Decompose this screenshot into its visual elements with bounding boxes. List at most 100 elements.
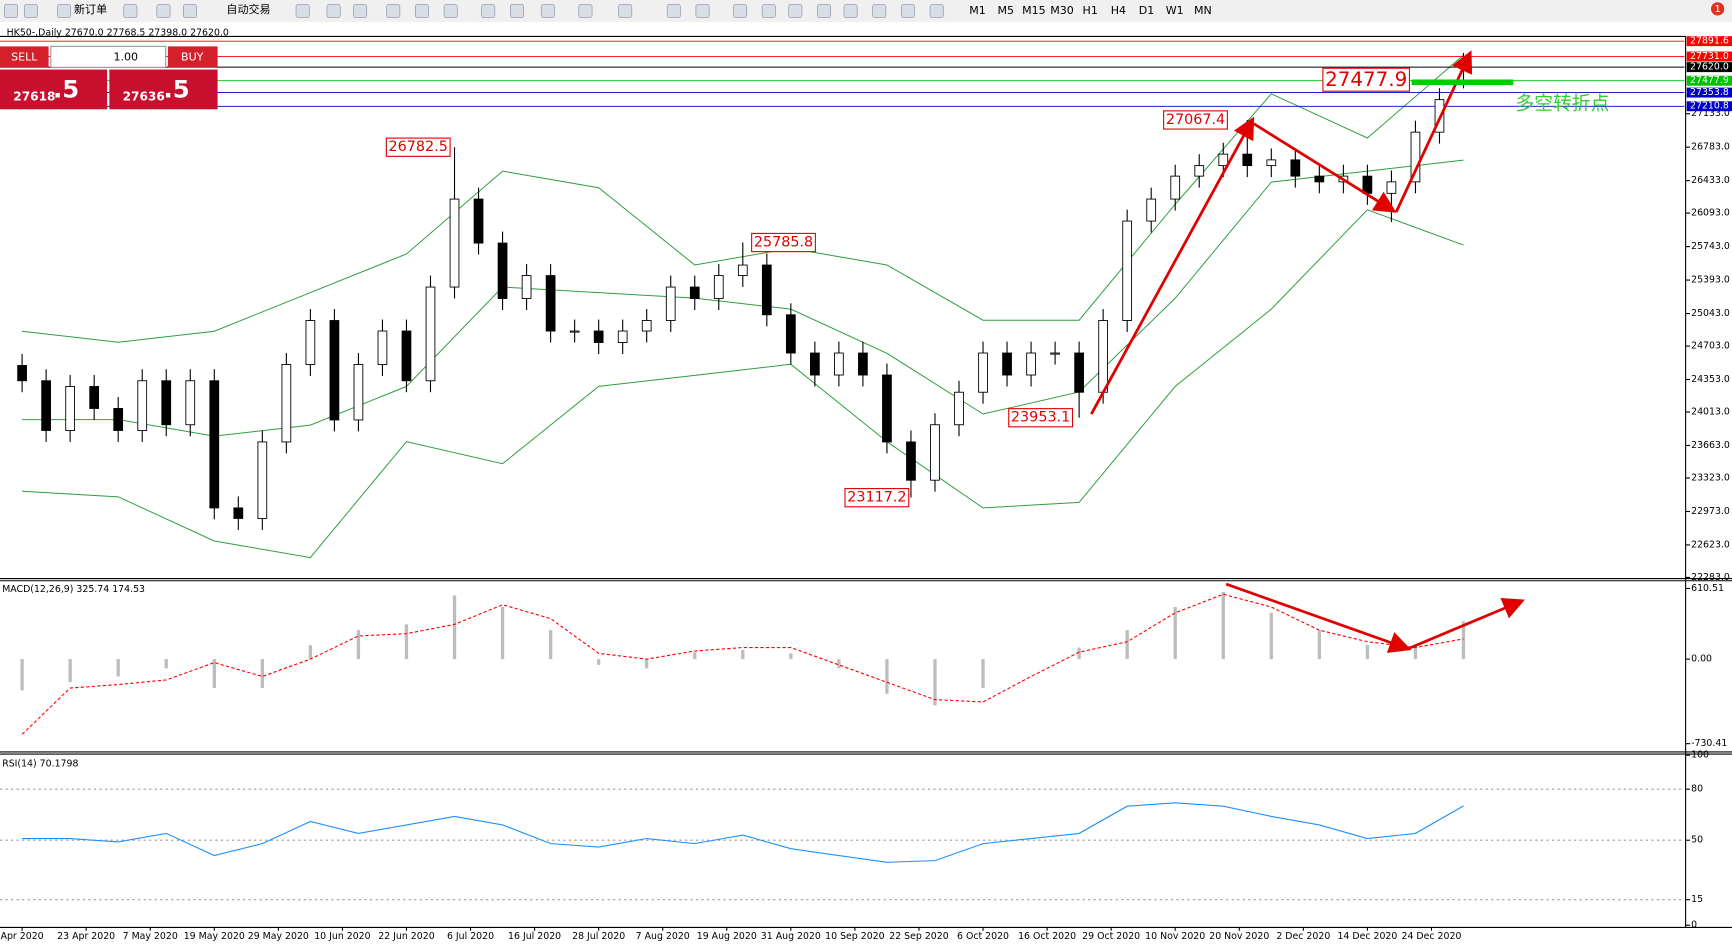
candle-body [713,275,724,299]
y-tick-label: 23663.0 [1691,440,1730,451]
candle-body [834,352,844,376]
candle-body [89,386,100,409]
y-tick-label: 0 [1691,920,1697,931]
panel-title: MACD(12,26,9) 325.74 174.53 [2,584,145,595]
candle-body [1122,220,1133,321]
timeframe-button[interactable]: W1 [1166,4,1184,17]
candle-body [569,330,580,333]
candle-body [882,374,892,443]
timeframe-button[interactable]: H1 [1083,4,1098,17]
price-line-tag [1686,75,1732,86]
candle-body [161,380,172,426]
x-tick-label: 10 Jun 2020 [314,931,370,942]
candle-body [233,507,244,519]
y-tick-label: 610.51 [1691,583,1724,594]
toolbar-icon [843,4,858,18]
x-tick-label: 16 Jul 2020 [508,931,561,942]
toolbar-icon [4,4,19,18]
timeframe-button[interactable]: MN [1194,4,1212,17]
buy-button[interactable] [167,46,218,68]
toolbar-icon [353,4,368,18]
auto-trading-button[interactable]: 自动交易 [226,2,270,16]
candle-body [425,286,436,382]
candle-body [617,330,628,343]
price-line-label: 27731.0 [1690,51,1729,62]
y-tick-label: 80 [1691,784,1703,795]
macd-bar [1413,647,1418,660]
timeframe-button[interactable]: M1 [969,4,986,17]
timeframe-button[interactable]: M5 [997,4,1014,17]
sell-label[interactable]: SELL [11,50,38,63]
candle-body [113,408,124,431]
volume-box[interactable] [50,45,167,68]
candle-body [1218,153,1229,167]
toolbar-icon [618,4,633,18]
macd-bar [1125,630,1129,660]
candle-body [353,364,364,421]
macd-bar [837,659,841,669]
macd-bar [164,659,168,669]
candle-body [137,380,148,431]
x-tick-label: 10 Nov 2020 [1145,931,1205,942]
candle-body [1290,159,1301,177]
x-tick-label: 29 May 2020 [248,931,309,942]
sell-price-box[interactable] [0,69,108,110]
candle-body [1242,153,1253,167]
sell-button[interactable] [0,46,49,68]
macd-bar [260,659,264,689]
y-tick-label: 25743.0 [1691,241,1730,252]
y-tick-label: 24353.0 [1691,374,1730,385]
macd-bar [1365,645,1370,660]
candle-body [689,286,700,299]
new-order-button[interactable]: 新订单 [74,2,107,16]
volume[interactable]: 1.00 [114,50,139,63]
annotation-box [1008,408,1074,428]
timeframe-button[interactable]: M30 [1050,4,1074,17]
timeframe-button[interactable]: H4 [1111,4,1126,17]
x-tick-label: 20 Nov 2020 [1209,931,1269,942]
price-annotation: 26782.5 [389,139,448,155]
candle-body [305,320,316,365]
notification-count: 1 [1714,4,1720,15]
panel-frames [0,35,1732,928]
buy-label[interactable]: BUY [181,50,204,63]
toolbar [0,0,1732,23]
x-tick-label: 7 Aug 2020 [636,931,690,942]
candle-body [1026,352,1036,376]
macd-bar [981,659,985,689]
buy-price-box[interactable] [109,69,218,110]
y-tick-label: 24703.0 [1691,341,1730,352]
notification-badge[interactable] [1711,2,1725,16]
macd-bar [356,630,361,660]
candle-body [906,441,916,481]
x-tick-label: 10 Sep 2020 [825,931,884,942]
macd-bar [500,607,505,660]
macd-bar [1317,630,1322,660]
x-tick-label: 19 Aug 2020 [697,931,757,942]
candle-body [1002,352,1012,376]
timeframe-button[interactable]: M15 [1022,4,1046,17]
y-tick-label: 22623.0 [1691,539,1730,550]
rsi-line [22,802,1464,863]
candle-body [521,275,532,299]
candle-body [281,364,292,443]
toolbar-icons: M1 M5 M15 M30 H1 H4 D1 W1 MN [4,4,1212,18]
candle-body [737,264,748,277]
price-line-tag [1686,87,1732,98]
x-tick-label: 14 Dec 2020 [1337,931,1397,942]
y-tick-label: 0.00 [1691,654,1712,665]
toolbar-icon [481,4,496,18]
timeframe-button[interactable]: D1 [1139,4,1155,17]
toolbar-icon [540,4,555,18]
y-tick-label: 22973.0 [1691,506,1730,517]
candle-body [785,314,796,354]
x-tick-label: 16 Oct 2020 [1018,931,1076,942]
toolbar-icon [443,4,458,18]
macd-bar [789,653,793,660]
price-annotation: 23117.2 [847,490,906,506]
macd-bar [885,659,889,694]
y-tick-label: 24013.0 [1691,407,1730,418]
annotation-box [751,232,816,253]
price-line-label: 27477.9 [1690,75,1729,86]
